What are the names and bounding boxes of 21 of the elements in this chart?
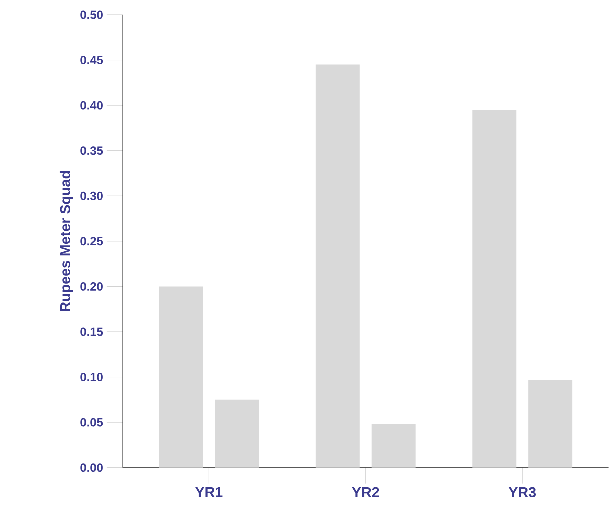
- x-tick-label: YR1: [195, 487, 223, 498]
- y-tick-label: 0.15: [80, 328, 104, 336]
- y-axis-title: Rupees Meter Squad: [60, 172, 74, 312]
- bar: [316, 64, 360, 468]
- bar: [372, 424, 416, 468]
- y-tick-label: 0.05: [80, 418, 104, 427]
- y-tick-label: 0.25: [80, 237, 104, 246]
- y-tick-label: 0.20: [80, 282, 103, 292]
- y-tick-label: 0.30: [80, 192, 103, 200]
- x-tick-label: YR3: [508, 487, 536, 498]
- x-tick-label: YR2: [352, 487, 380, 498]
- y-tick-label: 0.35: [80, 146, 104, 156]
- y-tick-label: 0.10: [80, 373, 103, 382]
- bar: [472, 110, 517, 468]
- y-tick-label: 0.45: [80, 56, 104, 65]
- bar: [159, 286, 204, 468]
- y-tick-label: 0.40: [80, 101, 103, 110]
- y-tick-label: 0.50: [80, 10, 103, 20]
- bar: [215, 400, 260, 468]
- bar: [528, 380, 573, 468]
- y-tick-label: 0.00: [80, 464, 103, 472]
